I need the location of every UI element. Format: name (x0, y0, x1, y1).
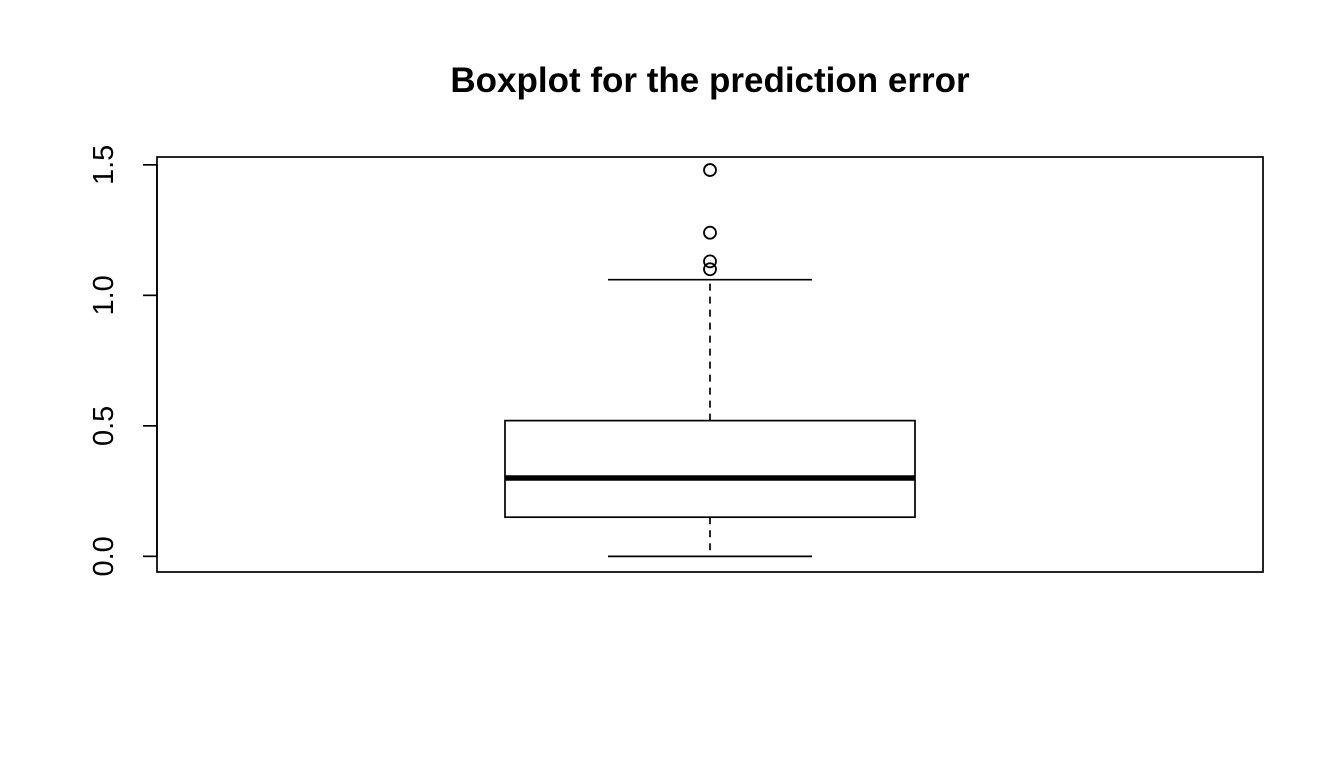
y-tick-label: 1.5 (88, 145, 120, 185)
outlier-point (703, 262, 717, 277)
outlier-point (703, 254, 717, 269)
outlier-group (703, 163, 717, 277)
outlier-point (703, 225, 717, 240)
y-tick-label: 1.0 (88, 275, 120, 315)
outlier-point (703, 163, 717, 177)
box-group (504, 278, 916, 558)
chart-title: Boxplot for the prediction error (450, 61, 970, 100)
y-tick-label: 0.0 (88, 536, 120, 576)
y-axis: 0.0 0.5 1.0 1.5 (88, 145, 158, 577)
iqr-box (504, 419, 916, 519)
y-tick-label: 0.5 (88, 406, 120, 446)
